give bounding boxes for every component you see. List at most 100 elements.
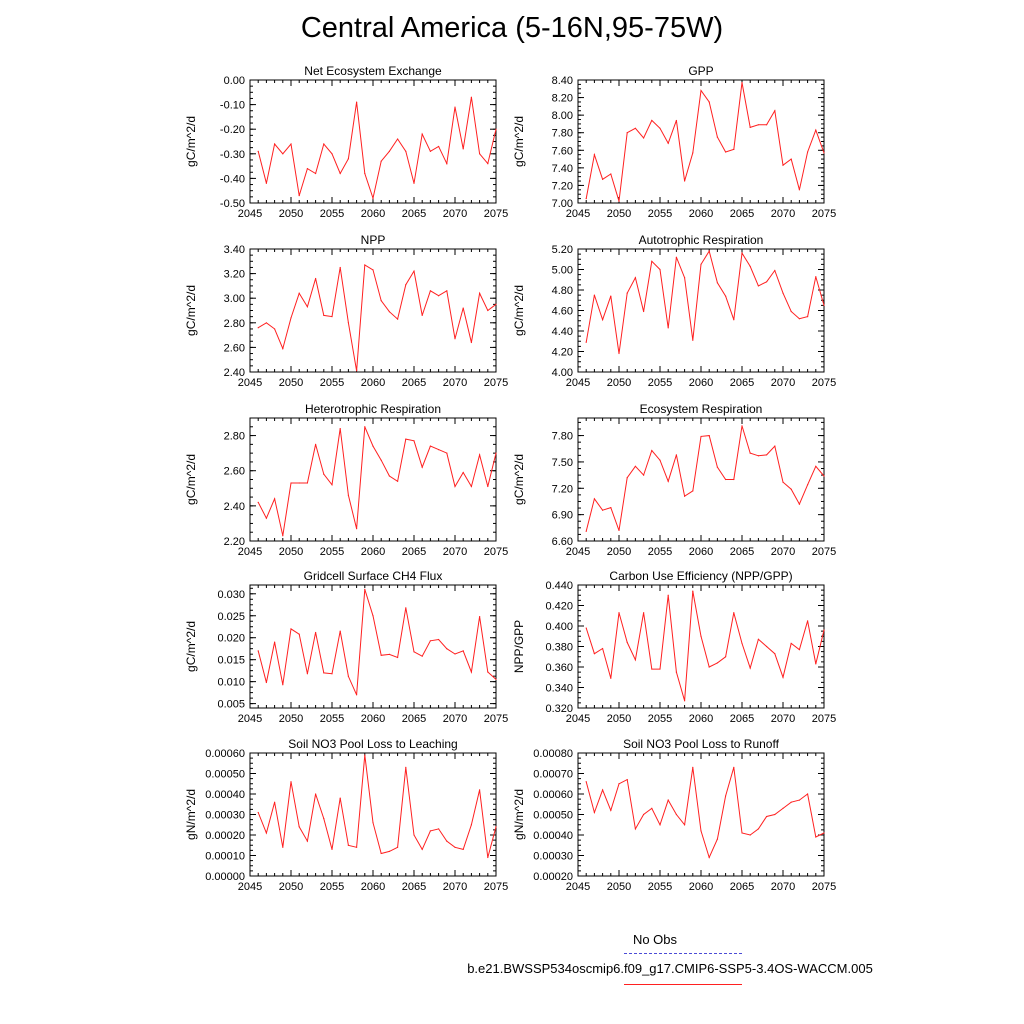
x-tick-label: 2055	[648, 713, 672, 725]
data-point	[815, 836, 817, 838]
chart-panel-10: Soil NO3 Pool Loss to Runoff gN/m^2/d 2045…	[512, 737, 836, 893]
legend-no-obs-label: No Obs	[632, 932, 678, 947]
data-point	[274, 328, 276, 330]
data-point	[766, 454, 768, 456]
y-tick-label: 0.400	[545, 621, 573, 633]
y-tick-label: 7.20	[552, 180, 573, 192]
data-point	[659, 268, 661, 271]
data-point	[331, 673, 333, 675]
x-tick-label: 2050	[279, 546, 303, 558]
x-tick-label: 2075	[484, 713, 508, 725]
x-tick-label: 2075	[484, 377, 508, 389]
data-point	[479, 616, 481, 618]
series-line	[257, 754, 497, 858]
data-point	[438, 449, 440, 451]
data-point	[479, 153, 481, 155]
data-point	[585, 198, 587, 200]
x-tick-label: 2050	[279, 208, 303, 220]
data-point	[306, 167, 308, 170]
y-tick-label: 2.20	[224, 536, 245, 548]
data-point	[684, 824, 686, 826]
data-point	[659, 668, 661, 670]
y-tick-label: 0.00050	[533, 810, 573, 822]
data-point	[798, 318, 801, 320]
data-point	[807, 793, 809, 795]
y-axis-label: gC/m^2/d	[512, 454, 526, 505]
x-tick-label: 2065	[402, 881, 426, 893]
data-point	[290, 143, 292, 145]
x-tick-label: 2060	[689, 881, 713, 893]
data-point	[315, 793, 317, 795]
data-point	[282, 846, 284, 848]
data-point	[815, 129, 817, 131]
y-tick-label: 0.00060	[533, 789, 573, 801]
data-point	[684, 277, 686, 279]
chart-title: Net Ecosystem Exchange	[304, 64, 442, 78]
chart-panel-2: GPP gC/m^2/d 2045 2050 2055 2060 2065 2070 2075 7…	[512, 64, 836, 220]
x-tick-label: 2045	[238, 713, 262, 725]
data-point	[684, 180, 686, 182]
y-tick-label: 0.420	[545, 601, 573, 613]
data-point	[347, 158, 349, 160]
data-point	[298, 633, 300, 635]
y-tick-label: 7.80	[552, 128, 573, 140]
y-axis-label: NPP/GPP	[512, 620, 526, 673]
data-point	[356, 846, 358, 848]
data-point	[692, 152, 694, 154]
data-point	[618, 783, 620, 785]
data-point	[495, 826, 497, 828]
x-tick-label: 2070	[771, 208, 795, 220]
data-point	[380, 300, 382, 302]
data-point	[618, 352, 620, 355]
data-point	[323, 314, 325, 317]
data-point	[659, 459, 661, 461]
y-tick-label: 8.20	[552, 93, 573, 105]
data-point	[487, 163, 489, 165]
x-tick-label: 2065	[402, 208, 426, 220]
data-point	[815, 465, 817, 467]
data-point	[479, 789, 481, 791]
data-point	[602, 319, 604, 321]
data-point	[634, 127, 637, 129]
data-point	[323, 672, 325, 674]
data-point	[487, 309, 489, 312]
data-point	[634, 465, 637, 467]
x-tick-label: 2060	[689, 713, 713, 725]
y-tick-label: 0.015	[217, 655, 245, 667]
y-tick-label: 2.60	[224, 466, 245, 478]
data-point	[815, 276, 817, 278]
x-tick-label: 2050	[279, 881, 303, 893]
data-point	[700, 435, 702, 438]
data-point	[274, 641, 276, 643]
y-tick-label: 3.20	[224, 269, 245, 281]
y-tick-label: 2.40	[224, 367, 245, 379]
x-tick-label: 2055	[320, 881, 344, 893]
data-point	[807, 484, 809, 486]
legend-case-line	[624, 984, 742, 985]
data-point	[749, 126, 751, 129]
x-tick-label: 2060	[689, 377, 713, 389]
data-point	[364, 264, 366, 266]
data-point	[380, 852, 382, 855]
x-tick-label: 2070	[771, 546, 795, 558]
data-point	[610, 809, 612, 812]
data-point	[446, 452, 448, 454]
data-point	[446, 840, 448, 842]
x-tick-label: 2065	[730, 713, 754, 725]
x-tick-label: 2045	[238, 546, 262, 558]
y-tick-label: 0.00020	[533, 871, 573, 883]
x-tick-label: 2075	[812, 208, 836, 220]
chart-panel-8: Carbon Use Efficiency (NPP/GPP) NPP/GPP 20…	[512, 569, 836, 725]
data-point	[757, 638, 760, 640]
data-point	[782, 676, 784, 678]
y-tick-label: 0.440	[545, 580, 573, 592]
data-point	[265, 517, 267, 519]
data-point	[593, 498, 596, 500]
data-point	[438, 638, 440, 641]
x-tick-label: 2045	[238, 881, 262, 893]
x-tick-label: 2060	[361, 881, 385, 893]
data-point	[397, 318, 399, 320]
data-point	[397, 846, 399, 848]
data-point	[667, 480, 669, 482]
data-point	[602, 509, 604, 511]
